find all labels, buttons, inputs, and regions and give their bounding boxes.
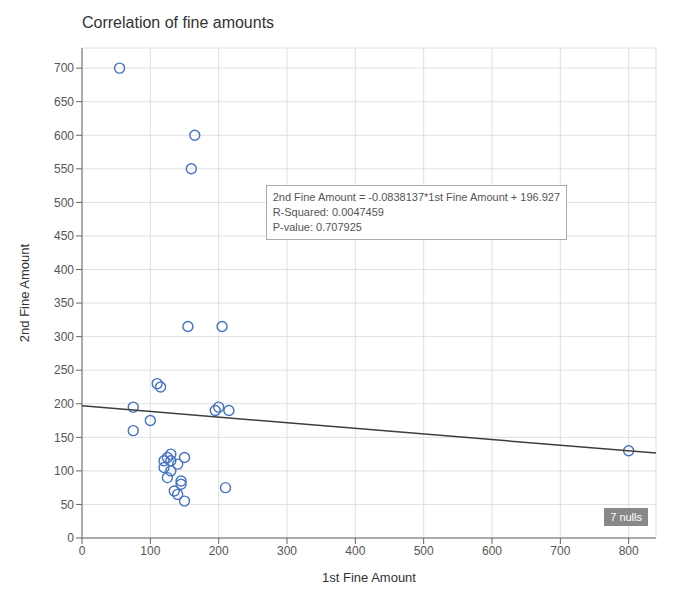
- svg-text:650: 650: [54, 95, 74, 109]
- svg-text:2nd Fine Amount: 2nd Fine Amount: [17, 243, 32, 342]
- html-text:7 nulls: 7 nulls: [610, 511, 642, 523]
- svg-text:700: 700: [54, 61, 74, 75]
- svg-text:0: 0: [79, 544, 86, 558]
- svg-text:1st Fine Amount: 1st Fine Amount: [322, 570, 416, 585]
- html-text:2nd Fine Amount = -0.0838137*1: 2nd Fine Amount = -0.0838137*1st Fine Am…: [272, 191, 561, 234]
- svg-text:200: 200: [54, 397, 74, 411]
- svg-text:100: 100: [140, 544, 160, 558]
- svg-text:300: 300: [54, 330, 74, 344]
- svg-text:200: 200: [209, 544, 229, 558]
- svg-text:500: 500: [414, 544, 434, 558]
- svg-text:450: 450: [54, 229, 74, 243]
- svg-text:50: 50: [61, 498, 75, 512]
- svg-text:600: 600: [54, 129, 74, 143]
- svg-text:100: 100: [54, 464, 74, 478]
- svg-text:600: 600: [482, 544, 502, 558]
- svg-text:150: 150: [54, 431, 74, 445]
- svg-text:800: 800: [619, 544, 639, 558]
- svg-text:400: 400: [54, 263, 74, 277]
- svg-text:400: 400: [345, 544, 365, 558]
- svg-text:0: 0: [67, 531, 74, 545]
- svg-text:300: 300: [277, 544, 297, 558]
- svg-text:350: 350: [54, 296, 74, 310]
- svg-text:550: 550: [54, 162, 74, 176]
- svg-text:700: 700: [550, 544, 570, 558]
- html-text:Correlation of fine amounts: Correlation of fine amounts: [82, 14, 275, 31]
- svg-text:500: 500: [54, 196, 74, 210]
- svg-text:250: 250: [54, 363, 74, 377]
